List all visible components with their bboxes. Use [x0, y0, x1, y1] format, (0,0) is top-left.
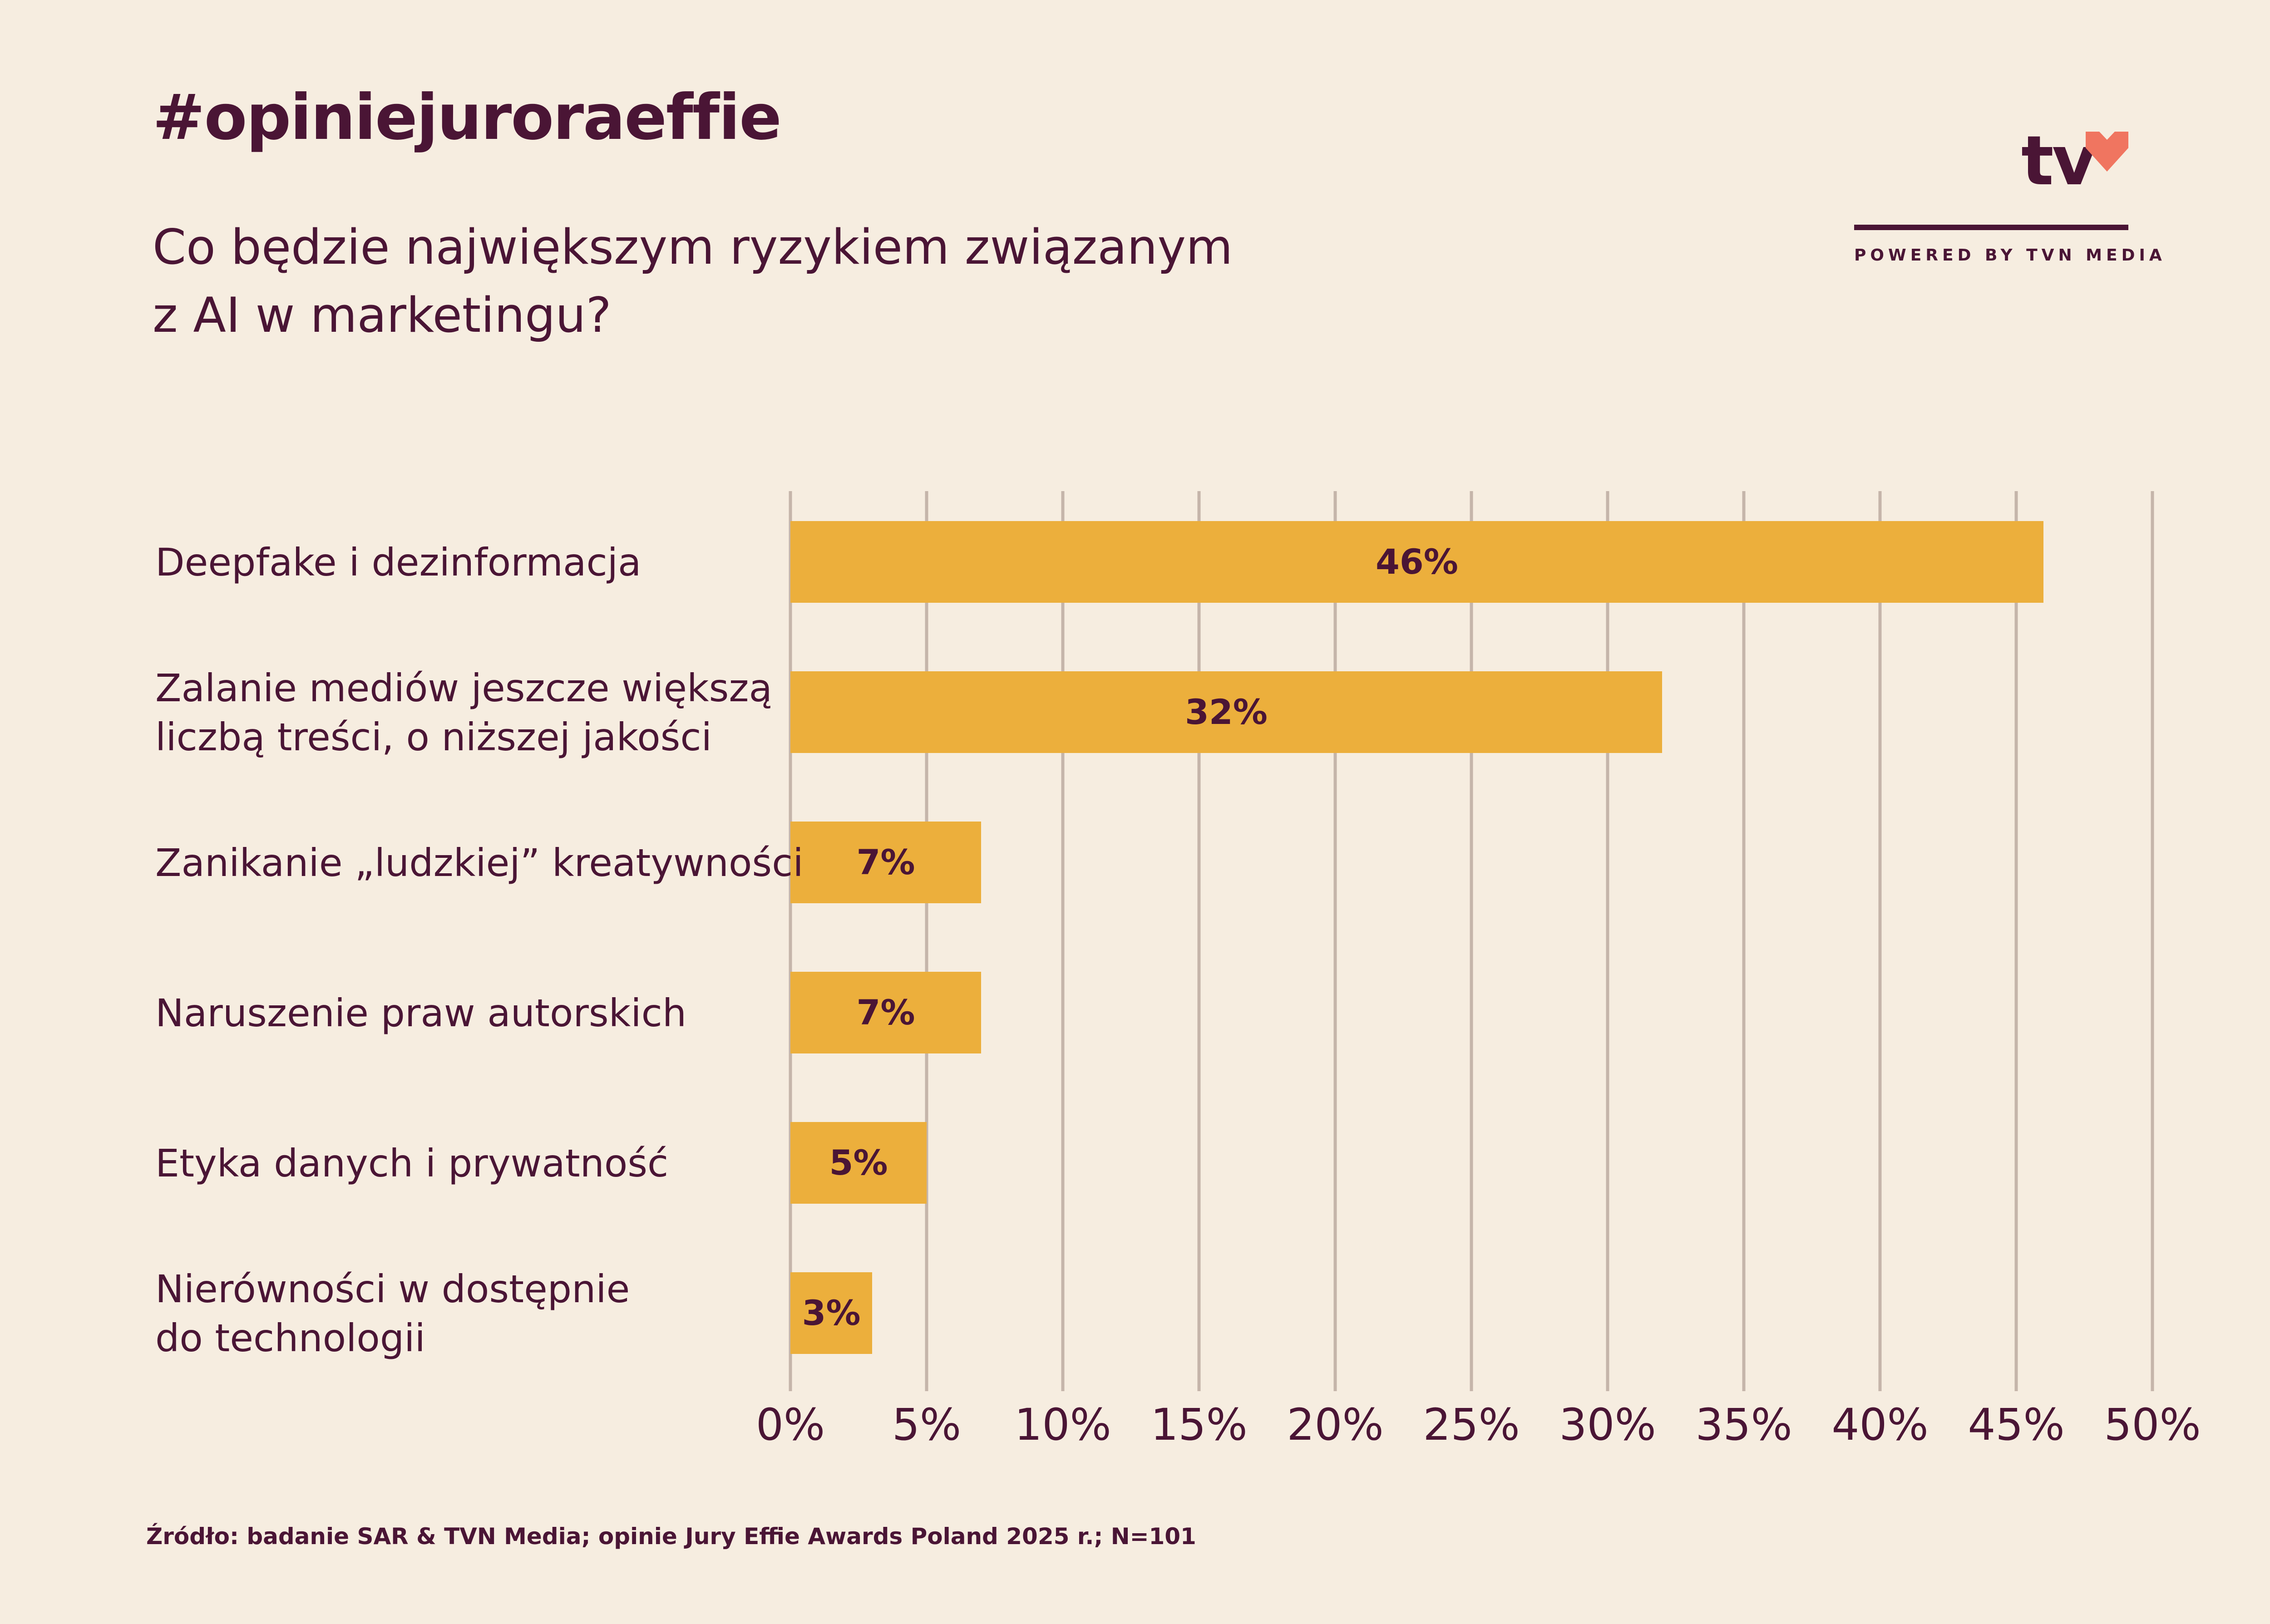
x-tick-label: 30%	[1559, 1399, 1656, 1450]
x-tick-label: 40%	[1831, 1399, 1928, 1450]
bar-value-label: 5%	[829, 1142, 888, 1183]
x-axis-ticks: 0% 5% 10% 15% 20% 25% 30% 35% 40% 45% 50%	[756, 1399, 2201, 1450]
x-tick-label: 15%	[1150, 1399, 1247, 1450]
bar-value-label: 3%	[802, 1293, 860, 1333]
x-tick-label: 25%	[1423, 1399, 1520, 1450]
x-tick-label: 10%	[1014, 1399, 1111, 1450]
x-tick-label: 50%	[2104, 1399, 2201, 1450]
logo-wordmark: tv	[2021, 122, 2096, 201]
survey-question: Co będzie największym ryzykiem związanym…	[153, 213, 1333, 349]
source-note: Źródło: badanie SAR & TVN Media; opinie …	[146, 1523, 1196, 1550]
logo-tagline: POWERED BY TVN MEDIA	[1854, 246, 2166, 265]
category-label: liczbą treści, o niższej jakości	[155, 715, 712, 759]
logo-underline	[1854, 225, 2128, 230]
bar-value-label: 32%	[1185, 692, 1268, 732]
grid-lines	[789, 491, 2154, 1391]
bar-value-label: 7%	[856, 992, 915, 1033]
bar	[790, 1272, 872, 1354]
tvn-logo: tv POWERED BY TVN MEDIA	[1854, 122, 2166, 272]
bar	[790, 521, 2043, 603]
x-tick-label: 5%	[892, 1399, 961, 1450]
bar	[790, 1122, 927, 1204]
x-tick-label: 20%	[1287, 1399, 1383, 1450]
category-label: Naruszenie praw autorskich	[155, 991, 686, 1035]
category-labels: Deepfake i dezinformacja Zalanie mediów j…	[155, 540, 804, 1360]
category-label: Deepfake i dezinformacja	[155, 540, 641, 585]
category-label: Zanikanie „ludzkiej” kreatywności	[155, 841, 804, 885]
bar	[790, 972, 981, 1053]
question-line-1: Co będzie największym ryzykiem związanym	[153, 219, 1233, 275]
x-tick-label: 0%	[756, 1399, 825, 1450]
question-line-2: z AI w marketingu?	[153, 287, 612, 343]
category-label: Nierówności w dostępnie	[155, 1267, 630, 1311]
x-tick-label: 45%	[1968, 1399, 2064, 1450]
category-label: Etyka danych i prywatność	[155, 1141, 668, 1186]
bars: 46% 32% 7% 7% 5% 3%	[790, 521, 2043, 1354]
bar	[790, 822, 981, 903]
bar-value-label: 46%	[1376, 541, 1458, 582]
x-tick-label: 35%	[1695, 1399, 1792, 1450]
bar	[790, 671, 1662, 753]
category-label: do technologii	[155, 1316, 425, 1360]
category-label: Zalanie mediów jeszcze większą	[155, 666, 772, 710]
bar-value-label: 7%	[856, 842, 915, 882]
hashtag-title: #opiniejuroraeffie	[153, 81, 782, 154]
heart-icon	[2086, 132, 2128, 172]
